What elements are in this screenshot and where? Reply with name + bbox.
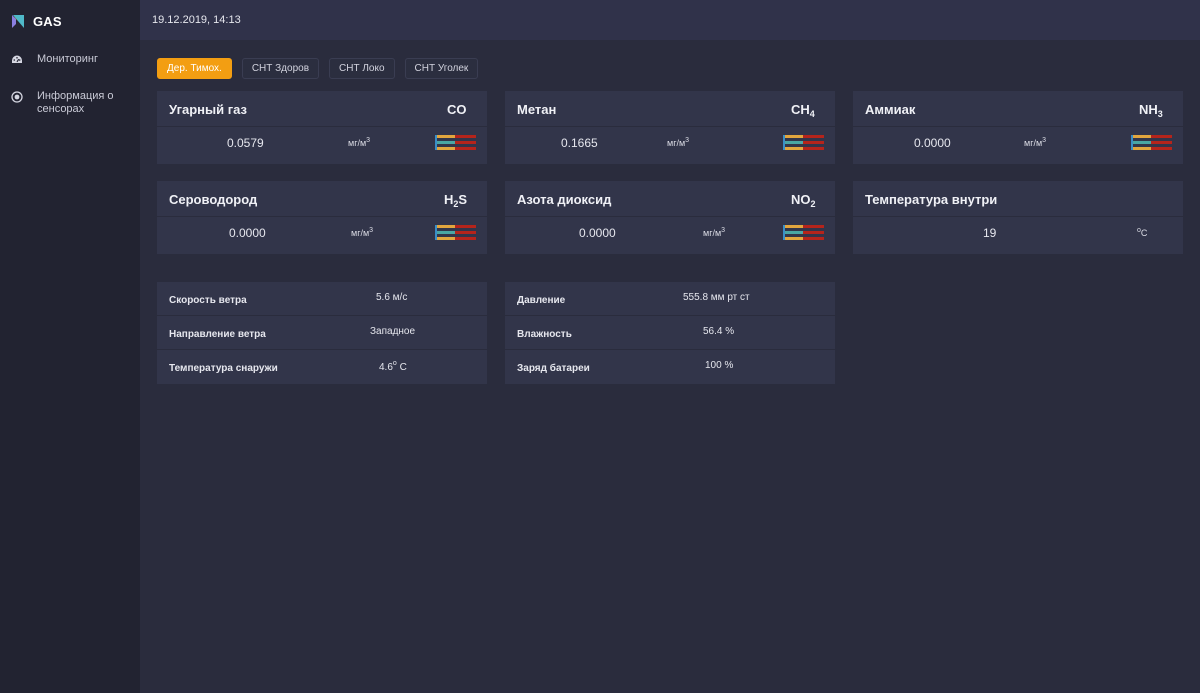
sensor-formula: CH4 bbox=[791, 102, 815, 119]
card-header: Аммиак NH3 bbox=[853, 91, 1183, 127]
row-value: 5.6 м/с bbox=[376, 292, 408, 303]
row-value: 100 % bbox=[705, 360, 734, 371]
row-value: 555.8 мм рт ст bbox=[683, 292, 750, 303]
station-row-battery: Заряд батареи 100 % bbox=[505, 350, 835, 384]
gauge-icon bbox=[1131, 135, 1172, 150]
sensor-title: Угарный газ bbox=[169, 102, 247, 117]
row-label: Скорость ветра bbox=[169, 295, 247, 306]
sensor-formula: NO2 bbox=[791, 192, 816, 209]
brand[interactable]: GAS bbox=[12, 12, 62, 30]
sensor-value: 0.0000 bbox=[229, 226, 266, 240]
sensor-value: 0.1665 bbox=[561, 136, 598, 150]
sensor-card-co: Угарный газ CO 0.0579 мг/м3 bbox=[157, 91, 487, 164]
sensor-unit: мг/м3 bbox=[667, 137, 690, 148]
gauge-icon bbox=[783, 135, 824, 150]
station-tabs: Дер. Тимох. СНТ Здоров СНТ Локо СНТ Угол… bbox=[157, 58, 479, 79]
gauge-icon bbox=[435, 225, 476, 240]
weather-row-temp-outside: Температура снаружи 4.6o C bbox=[157, 350, 487, 384]
sensor-title: Аммиак bbox=[865, 102, 916, 117]
sensor-card-ch4: Метан CH4 0.1665 мг/м3 bbox=[505, 91, 835, 164]
sensor-unit: мг/м3 bbox=[348, 137, 371, 148]
row-label: Заряд батареи bbox=[517, 363, 590, 374]
row-label: Давление bbox=[517, 295, 566, 306]
card-header: Азота диоксид NO2 bbox=[505, 181, 835, 217]
sensor-unit: мг/м3 bbox=[1024, 137, 1047, 148]
sensor-card-nh3: Аммиак NH3 0.0000 мг/м3 bbox=[853, 91, 1183, 164]
sidebar-item-label: Информация о сенсорах bbox=[37, 90, 114, 115]
sensor-value: 19 bbox=[983, 226, 997, 240]
gas-logo-icon bbox=[12, 14, 24, 28]
card-header: Температура внутри bbox=[853, 181, 1183, 217]
sensor-card-h2s: Сероводород H2S 0.0000 мг/м3 bbox=[157, 181, 487, 254]
card-header: Угарный газ CO bbox=[157, 91, 487, 127]
weather-row-wind-dir: Направление ветра Западное bbox=[157, 316, 487, 350]
row-value: 4.6o C bbox=[379, 360, 407, 373]
gauge-icon bbox=[783, 225, 824, 240]
speedometer-icon bbox=[12, 55, 22, 63]
sensor-formula: H2S bbox=[444, 192, 468, 209]
sensor-formula: NH3 bbox=[1139, 102, 1163, 119]
sensor-title: Азота диоксид bbox=[517, 192, 612, 207]
target-icon bbox=[11, 91, 23, 103]
gauge-icon bbox=[435, 135, 476, 150]
station-row-pressure: Давление 555.8 мм рт ст bbox=[505, 282, 835, 316]
sensor-title: Сероводород bbox=[169, 192, 258, 207]
sensor-unit: oC bbox=[1137, 227, 1148, 238]
row-value: 56.4 % bbox=[703, 326, 735, 337]
sensor-card-no2: Азота диоксид NO2 0.0000 мг/м3 bbox=[505, 181, 835, 254]
sensor-title: Метан bbox=[517, 102, 557, 117]
card-header: Метан CH4 bbox=[505, 91, 835, 127]
card-header: Сероводород H2S bbox=[157, 181, 487, 217]
sensor-value: 0.0000 bbox=[579, 226, 616, 240]
station-row-humidity: Влажность 56.4 % bbox=[505, 316, 835, 350]
sensor-value: 0.0579 bbox=[227, 136, 264, 150]
tab-loko[interactable]: СНТ Локо bbox=[329, 58, 395, 79]
sensor-card-temp-inside: Температура внутри 19 oC bbox=[853, 181, 1183, 254]
row-label: Влажность bbox=[517, 329, 572, 340]
tab-timokh[interactable]: Дер. Тимох. bbox=[157, 58, 232, 79]
sensor-formula: CO bbox=[447, 102, 467, 117]
weather-row-wind-speed: Скорость ветра 5.6 м/с bbox=[157, 282, 487, 316]
app-name: GAS bbox=[33, 13, 62, 29]
row-label: Направление ветра bbox=[169, 329, 266, 340]
tab-zdorov[interactable]: СНТ Здоров bbox=[241, 58, 320, 79]
sensor-value: 0.0000 bbox=[914, 136, 951, 150]
sidebar-item-monitoring[interactable]: Мониторинг bbox=[0, 53, 140, 66]
row-label: Температура снаружи bbox=[169, 363, 278, 374]
datetime: 19.12.2019, 14:13 bbox=[152, 14, 241, 26]
sidebar-item-label: Мониторинг bbox=[37, 53, 99, 65]
sidebar: GAS Мониторинг Информация о сенсорах bbox=[0, 0, 140, 693]
weather-panel: Скорость ветра 5.6 м/с Направление ветра… bbox=[157, 282, 487, 384]
topbar: 19.12.2019, 14:13 bbox=[140, 0, 1200, 40]
sensor-unit: мг/м3 bbox=[703, 227, 726, 238]
tab-ugolek[interactable]: СНТ Уголек bbox=[404, 58, 479, 79]
station-panel: Давление 555.8 мм рт ст Влажность 56.4 %… bbox=[505, 282, 835, 384]
sensor-title: Температура внутри bbox=[865, 192, 998, 207]
row-value: Западное bbox=[370, 326, 416, 337]
sidebar-item-sensor-info[interactable]: Информация о сенсорах bbox=[0, 90, 140, 116]
sensor-unit: мг/м3 bbox=[351, 227, 374, 238]
